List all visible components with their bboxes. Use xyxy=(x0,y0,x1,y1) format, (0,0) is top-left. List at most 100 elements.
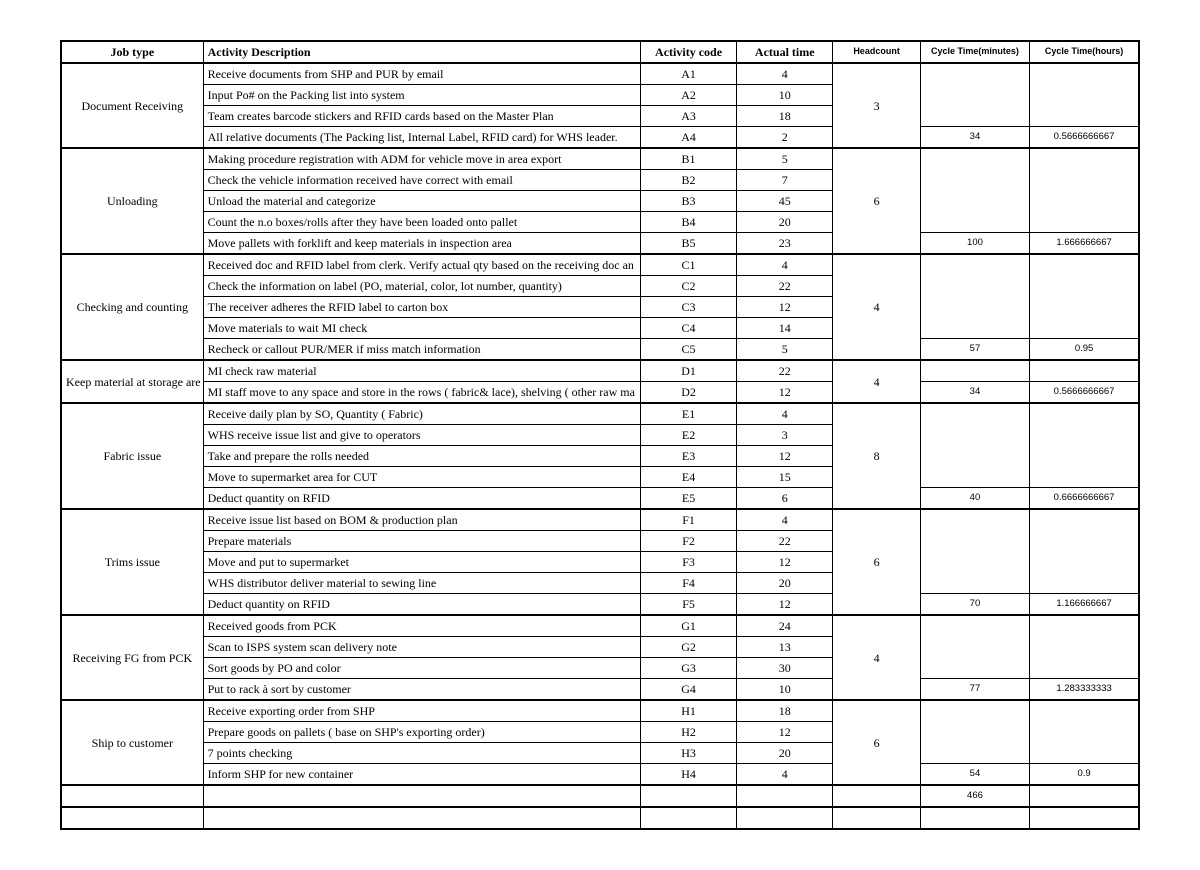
table-row: Checking and countingReceived doc and RF… xyxy=(61,254,1139,276)
time-cell: 4 xyxy=(737,403,833,425)
desc-cell: Move materials to wait MI check xyxy=(203,318,640,339)
col-jobtype: Job type xyxy=(61,41,203,63)
empty-cell xyxy=(61,807,203,829)
cthr-cell: 1.666666667 xyxy=(1030,233,1139,255)
empty-cell xyxy=(1030,807,1139,829)
empty-cell xyxy=(737,807,833,829)
desc-cell: Move pallets with forklift and keep mate… xyxy=(203,233,640,255)
code-cell: C4 xyxy=(640,318,736,339)
cthr-cell: 1.283333333 xyxy=(1030,679,1139,701)
col-cthr: Cycle Time(hours) xyxy=(1030,41,1139,63)
code-cell: G3 xyxy=(640,658,736,679)
ctmin-cell: 54 xyxy=(920,764,1029,786)
time-cell: 7 xyxy=(737,170,833,191)
table-body: Document ReceivingReceive documents from… xyxy=(61,63,1139,829)
time-cell: 18 xyxy=(737,106,833,127)
table-row: MI staff move to any space and store in … xyxy=(61,382,1139,404)
headcount-cell: 4 xyxy=(833,254,920,360)
ctmin-blank xyxy=(920,148,1029,233)
time-cell: 12 xyxy=(737,446,833,467)
desc-cell: Put to rack à sort by customer xyxy=(203,679,640,701)
time-cell: 10 xyxy=(737,679,833,701)
desc-cell: WHS receive issue list and give to opera… xyxy=(203,425,640,446)
desc-cell: Receive exporting order from SHP xyxy=(203,700,640,722)
empty-cell xyxy=(737,785,833,807)
table-row: Document ReceivingReceive documents from… xyxy=(61,63,1139,85)
headcount-cell: 6 xyxy=(833,700,920,785)
empty-cell xyxy=(1030,785,1139,807)
desc-cell: Move to supermarket area for CUT xyxy=(203,467,640,488)
time-cell: 2 xyxy=(737,127,833,149)
table-row: Keep material at storage areMI check raw… xyxy=(61,360,1139,382)
code-cell: A1 xyxy=(640,63,736,85)
desc-cell: Making procedure registration with ADM f… xyxy=(203,148,640,170)
table-row: Trims issueReceive issue list based on B… xyxy=(61,509,1139,531)
ctmin-blank xyxy=(920,63,1029,127)
time-cell: 5 xyxy=(737,339,833,361)
desc-cell: Team creates barcode stickers and RFID c… xyxy=(203,106,640,127)
time-cell: 20 xyxy=(737,212,833,233)
code-cell: A3 xyxy=(640,106,736,127)
ctmin-blank xyxy=(920,360,1029,382)
cthr-cell: 0.95 xyxy=(1030,339,1139,361)
cthr-blank xyxy=(1030,700,1139,764)
desc-cell: Count the n.o boxes/rolls after they hav… xyxy=(203,212,640,233)
time-cell: 12 xyxy=(737,722,833,743)
cthr-blank xyxy=(1030,148,1139,233)
jobtype-cell: Document Receiving xyxy=(61,63,203,148)
code-cell: H1 xyxy=(640,700,736,722)
desc-cell: Check the information on label (PO, mate… xyxy=(203,276,640,297)
time-cell: 12 xyxy=(737,594,833,616)
code-cell: C2 xyxy=(640,276,736,297)
table-row: UnloadingMaking procedure registration w… xyxy=(61,148,1139,170)
cthr-blank xyxy=(1030,615,1139,679)
time-cell: 4 xyxy=(737,764,833,786)
table-row: Move pallets with forklift and keep mate… xyxy=(61,233,1139,255)
table-row: Deduct quantity on RFIDE56400.6666666667 xyxy=(61,488,1139,510)
header-row: Job type Activity Description Activity c… xyxy=(61,41,1139,63)
col-code: Activity code xyxy=(640,41,736,63)
jobtype-cell: Unloading xyxy=(61,148,203,254)
time-cell: 13 xyxy=(737,637,833,658)
time-cell: 20 xyxy=(737,743,833,764)
code-cell: B2 xyxy=(640,170,736,191)
code-cell: B3 xyxy=(640,191,736,212)
cthr-cell: 0.5666666667 xyxy=(1030,382,1139,404)
activity-table: Job type Activity Description Activity c… xyxy=(60,40,1140,830)
ctmin-cell: 77 xyxy=(920,679,1029,701)
empty-cell xyxy=(640,785,736,807)
cthr-cell: 0.5666666667 xyxy=(1030,127,1139,149)
time-cell: 20 xyxy=(737,573,833,594)
code-cell: G1 xyxy=(640,615,736,637)
table-row: Fabric issueReceive daily plan by SO, Qu… xyxy=(61,403,1139,425)
code-cell: D2 xyxy=(640,382,736,404)
table-row: Deduct quantity on RFIDF512701.166666667 xyxy=(61,594,1139,616)
empty-cell xyxy=(203,807,640,829)
desc-cell: MI staff move to any space and store in … xyxy=(203,382,640,404)
cthr-cell: 0.9 xyxy=(1030,764,1139,786)
time-cell: 18 xyxy=(737,700,833,722)
code-cell: B1 xyxy=(640,148,736,170)
code-cell: G2 xyxy=(640,637,736,658)
empty-cell xyxy=(203,785,640,807)
code-cell: F5 xyxy=(640,594,736,616)
table-row: Recheck or callout PUR/MER if miss match… xyxy=(61,339,1139,361)
cthr-blank xyxy=(1030,360,1139,382)
empty-cell xyxy=(833,785,920,807)
headcount-cell: 8 xyxy=(833,403,920,509)
headcount-cell: 6 xyxy=(833,509,920,615)
ctmin-cell: 34 xyxy=(920,127,1029,149)
jobtype-cell: Ship to customer xyxy=(61,700,203,785)
code-cell: C3 xyxy=(640,297,736,318)
code-cell: E5 xyxy=(640,488,736,510)
col-time: Actual time xyxy=(737,41,833,63)
desc-cell: Inform SHP for new container xyxy=(203,764,640,786)
ctmin-cell: 40 xyxy=(920,488,1029,510)
empty-cell xyxy=(640,807,736,829)
table-row: Ship to customerReceive exporting order … xyxy=(61,700,1139,722)
jobtype-cell: Trims issue xyxy=(61,509,203,615)
time-cell: 45 xyxy=(737,191,833,212)
ctmin-cell: 70 xyxy=(920,594,1029,616)
headcount-cell: 4 xyxy=(833,360,920,403)
total-ctmin: 466 xyxy=(920,785,1029,807)
